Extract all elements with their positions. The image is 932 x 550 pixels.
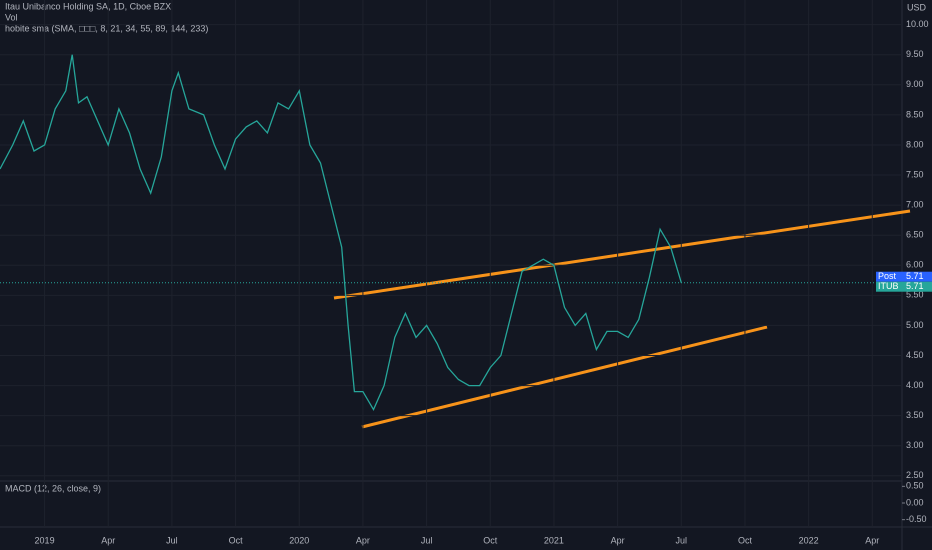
x-tick-label: Oct: [229, 535, 244, 545]
subtitle: Vol: [5, 12, 18, 22]
macd-tick-label: 0.50: [906, 481, 924, 491]
x-tick-label: Apr: [865, 535, 879, 545]
x-tick-label: Apr: [101, 535, 115, 545]
y-tick-label: 4.50: [906, 350, 924, 360]
x-tick-label: Jul: [421, 535, 433, 545]
y-tick-label: 6.00: [906, 260, 924, 270]
price-tag-value: 5.71: [906, 281, 924, 291]
y-tick-label: 5.00: [906, 320, 924, 330]
price-tag: [876, 281, 932, 292]
y-tick-label: 5.50: [906, 290, 924, 300]
y-tick-label: 10.00: [906, 19, 929, 29]
currency: USD: [907, 2, 927, 12]
macd-title: MACD (12, 26, close, 9): [5, 483, 101, 493]
y-tick-label: 6.50: [906, 230, 924, 240]
x-tick-label: Jul: [166, 535, 178, 545]
price-tag: [876, 271, 932, 282]
x-tick-label: 2022: [799, 535, 819, 545]
y-tick-label: 8.00: [906, 139, 924, 149]
y-tick-label: 3.00: [906, 440, 924, 450]
channel-line: [361, 325, 768, 429]
y-tick-label: 7.50: [906, 169, 924, 179]
y-tick-label: 9.50: [906, 49, 924, 59]
price-tag-value: 5.71: [906, 271, 924, 281]
price-tag-label: ITUB: [878, 281, 899, 291]
y-tick-label: 9.00: [906, 79, 924, 89]
y-tick-label: 8.50: [906, 109, 924, 119]
channel-line: [333, 209, 911, 300]
subtitle: hobite sma (SMA, □□□, 8, 21, 34, 55, 89,…: [5, 23, 208, 33]
y-tick-label: 3.50: [906, 410, 924, 420]
y-tick-label: 4.00: [906, 380, 924, 390]
macd-tick-label: 0.00: [906, 497, 924, 507]
x-tick-label: 2019: [35, 535, 55, 545]
x-tick-label: Apr: [356, 535, 370, 545]
chart-title: Itau Unibanco Holding SA, 1D, Cboe BZX: [5, 1, 171, 11]
macd-tick-label: -0.50: [906, 514, 927, 524]
price-tag-label: Post: [878, 271, 897, 281]
y-tick-label: 7.00: [906, 199, 924, 209]
x-tick-label: 2021: [544, 535, 564, 545]
x-tick-label: Apr: [611, 535, 625, 545]
x-tick-label: Oct: [483, 535, 498, 545]
y-tick-label: 2.50: [906, 470, 924, 480]
price-line: [0, 54, 682, 412]
x-tick-label: 2020: [289, 535, 309, 545]
x-tick-label: Jul: [676, 535, 688, 545]
x-tick-label: Oct: [738, 535, 753, 545]
